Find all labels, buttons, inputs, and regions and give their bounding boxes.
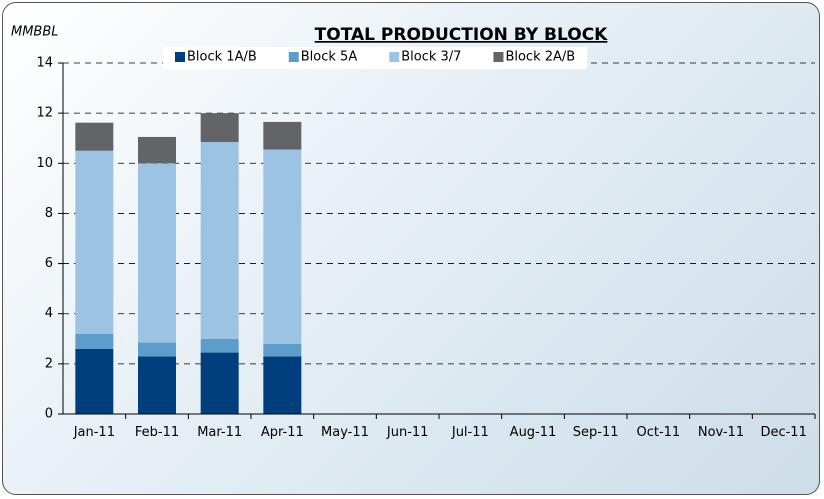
y-tick-label: 4 [45,306,53,321]
bar-segment [75,122,114,151]
x-tick-label: Jan-11 [73,425,115,440]
y-tick-label: 2 [45,356,53,371]
y-tick-label: 14 [36,56,53,71]
y-tick-label: 10 [36,156,53,171]
y-tick-label: 0 [45,407,53,422]
x-tick-label: Dec-11 [760,425,807,440]
bar-segment [200,352,239,414]
bar-segment [200,141,239,339]
x-tick-label: Aug-11 [509,425,557,440]
y-axis-label: MMBBL [11,25,59,40]
y-tick-label: 12 [36,106,53,121]
bar-segment [138,342,176,357]
legend-label: Block 2A/B [505,50,575,65]
x-tick-label: Jun-11 [386,425,429,440]
bar-segment [263,356,302,414]
chart-title: TOTAL PRODUCTION BY BLOCK [315,25,609,45]
bar-segment [263,343,302,357]
bar-segment [75,333,114,349]
legend-label: Block 3/7 [401,50,461,65]
x-tick-label: Apr-11 [260,425,304,440]
legend-box [163,47,588,69]
legend-swatch [493,52,504,62]
legend-swatch [389,52,400,62]
bar-segment [75,150,114,334]
bar-segment [263,121,302,150]
x-tick-label: May-11 [321,425,369,440]
x-tick-label: Sep-11 [572,425,619,440]
bar-segment [75,348,114,414]
x-tick-label: Jul-11 [451,425,489,440]
bar-segment [263,149,302,344]
x-tick-label: Nov-11 [697,425,745,440]
bar-segment [200,113,239,142]
bar-segment [138,163,176,343]
bar-segment [138,356,176,414]
legend-label: Block 1A/B [187,50,257,65]
bar-segment [138,136,176,164]
chart: MMBBL TOTAL PRODUCTION BY BLOCK 0 2 4 6 8 10 1… [11,25,816,422]
legend-swatch [175,52,185,62]
x-tick-label: Mar-11 [197,425,243,440]
y-tick-label: 6 [45,256,53,271]
x-tick-label: Oct-11 [636,425,681,440]
legend-label: Block 5A [301,50,358,65]
legend-swatch [288,52,299,62]
bar-segment [200,338,239,353]
x-tick-label: Feb-11 [134,425,180,440]
y-tick-label: 8 [45,206,53,221]
